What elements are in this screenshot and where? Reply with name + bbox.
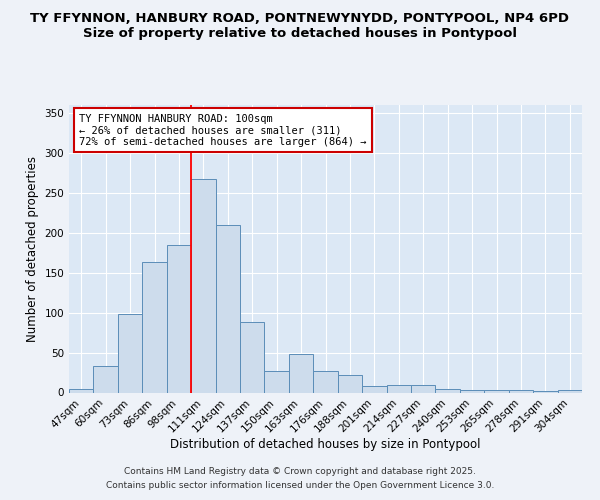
Bar (289, 354, 313, 393)
Bar (215, 225, 240, 392)
Bar (265, 371, 289, 392)
Bar (460, 390, 484, 392)
Bar (142, 262, 167, 392)
Bar (484, 390, 509, 392)
Bar (240, 322, 265, 392)
Bar (338, 375, 362, 392)
Bar (118, 314, 142, 392)
X-axis label: Distribution of detached houses by size in Pontypool: Distribution of detached houses by size … (170, 438, 481, 452)
Bar (69, 388, 94, 392)
Bar (167, 245, 191, 392)
Bar (386, 386, 411, 392)
Bar (94, 366, 118, 392)
Bar (436, 390, 460, 392)
Text: TY FFYNNON, HANBURY ROAD, PONTNEWYNYDD, PONTYPOOL, NP4 6PD: TY FFYNNON, HANBURY ROAD, PONTNEWYNYDD, … (31, 12, 569, 26)
Bar (313, 371, 338, 392)
Text: Contains public sector information licensed under the Open Government Licence 3.: Contains public sector information licen… (106, 481, 494, 490)
Text: Contains HM Land Registry data © Crown copyright and database right 2025.: Contains HM Land Registry data © Crown c… (124, 467, 476, 476)
Text: Size of property relative to detached houses in Pontypool: Size of property relative to detached ho… (83, 28, 517, 40)
Bar (362, 386, 386, 392)
Y-axis label: Number of detached properties: Number of detached properties (26, 156, 39, 342)
Text: TY FFYNNON HANBURY ROAD: 100sqm
← 26% of detached houses are smaller (311)
72% o: TY FFYNNON HANBURY ROAD: 100sqm ← 26% of… (79, 114, 367, 147)
Bar (557, 390, 582, 392)
Bar (509, 390, 533, 392)
Bar (411, 386, 436, 392)
Bar (533, 391, 557, 392)
Bar (191, 180, 215, 392)
